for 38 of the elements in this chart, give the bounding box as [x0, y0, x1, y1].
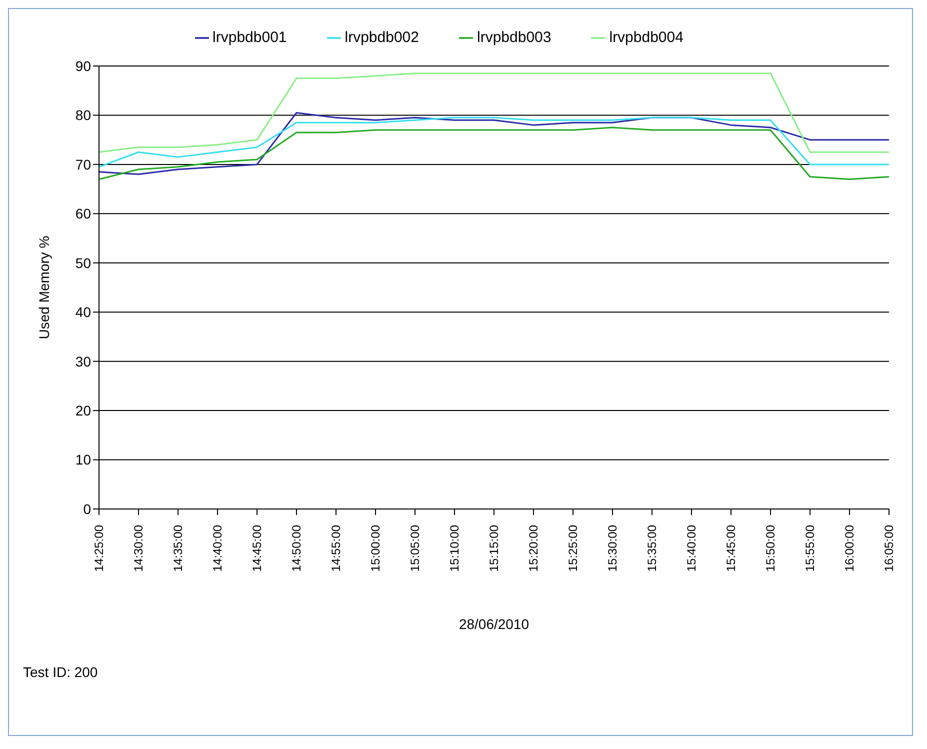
legend-label: lrvpbdb002 — [344, 29, 419, 46]
y-tick-label: 50 — [75, 254, 92, 271]
x-tick-label: 14:45:00 — [250, 524, 264, 572]
x-tick-label: 15:45:00 — [724, 524, 738, 572]
y-tick-label: 10 — [75, 452, 92, 468]
x-tick-label: 15:20:00 — [526, 524, 540, 572]
legend-label: lrvpbdb004 — [609, 29, 684, 46]
x-tick-label: 16:05:00 — [882, 524, 896, 572]
x-tick-label: 15:40:00 — [684, 524, 698, 572]
y-tick-label: 40 — [75, 304, 92, 320]
y-tick-label: 80 — [75, 107, 92, 124]
x-tick-label: 14:55:00 — [329, 524, 343, 572]
x-tick-label: 14:40:00 — [210, 524, 224, 572]
y-tick-label: 0 — [83, 500, 92, 517]
y-tick-label: 20 — [75, 402, 92, 419]
x-tick-label: 15:35:00 — [645, 524, 659, 572]
y-tick-label: 90 — [75, 58, 92, 74]
x-tick-label: 15:30:00 — [606, 524, 620, 572]
x-tick-label: 15:15:00 — [487, 524, 501, 572]
x-tick-label: 14:50:00 — [290, 524, 304, 572]
x-tick-label: 16:00:00 — [842, 524, 856, 572]
y-axis-title: Used Memory % — [36, 236, 52, 340]
y-tick-label: 70 — [75, 156, 92, 172]
x-tick-label: 14:25:00 — [92, 524, 106, 572]
y-tick-label: 60 — [75, 206, 92, 222]
x-axis-title: 28/06/2010 — [458, 616, 530, 632]
text: Test ID: 200 — [23, 664, 98, 680]
legend-label: lrvpbdb001 — [212, 29, 287, 46]
x-tick-label: 15:50:00 — [764, 524, 778, 572]
x-tick-label: 14:35:00 — [171, 524, 185, 572]
x-tick-label: 15:25:00 — [566, 524, 580, 572]
x-tick-label: 15:10:00 — [448, 524, 462, 572]
x-tick-label: 15:00:00 — [368, 524, 382, 572]
x-tick-label: 15:05:00 — [408, 524, 422, 572]
x-tick-label: 14:30:00 — [132, 524, 146, 572]
legend-label: lrvpbdb003 — [477, 29, 552, 46]
x-tick-label: 15:55:00 — [803, 524, 817, 572]
y-tick-label: 30 — [75, 353, 92, 370]
